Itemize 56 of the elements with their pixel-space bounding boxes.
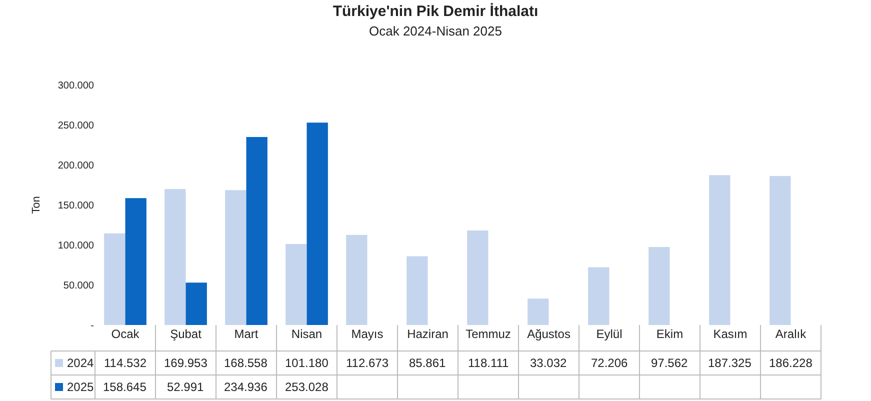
bar xyxy=(406,256,428,325)
y-tick-label: 200.000 xyxy=(58,160,94,172)
data-label: 112.673 xyxy=(346,356,389,370)
bar xyxy=(225,190,246,325)
data-label: 168.558 xyxy=(224,356,268,370)
y-axis-title: Ton xyxy=(30,196,42,214)
x-tick-label: Eylül xyxy=(596,327,622,341)
data-label: 158.645 xyxy=(103,380,147,394)
x-tick-label: Ocak xyxy=(111,327,140,341)
data-label: 169.953 xyxy=(164,356,208,370)
data-label: 187.325 xyxy=(708,356,752,370)
x-tick-label: Nisan xyxy=(291,327,322,341)
bar xyxy=(588,267,610,325)
x-tick-label: Kasım xyxy=(713,327,748,341)
data-label: 85.861 xyxy=(409,356,446,370)
data-label: 97.562 xyxy=(651,356,688,370)
y-tick-label: 100.000 xyxy=(58,240,94,252)
bar xyxy=(770,176,791,325)
data-label: 118.111 xyxy=(468,356,510,370)
bar xyxy=(528,298,549,325)
chart-subtitle: Ocak 2024-Nisan 2025 xyxy=(369,24,502,39)
x-tick-label: Aralık xyxy=(775,327,808,341)
x-tick-label: Haziran xyxy=(407,327,448,341)
legend-label: 2024 xyxy=(67,356,94,370)
data-label: 114.532 xyxy=(104,356,147,370)
x-tick-label: Ağustos xyxy=(527,327,570,341)
bar xyxy=(467,230,488,325)
data-label: 234.936 xyxy=(224,380,268,394)
bar xyxy=(286,244,307,325)
data-label: 33.032 xyxy=(530,356,568,370)
bar xyxy=(125,198,146,325)
y-tick-label: 150.000 xyxy=(58,200,94,212)
bar xyxy=(186,282,207,325)
x-tick-label: Mayıs xyxy=(351,327,384,341)
y-tick-label: 250.000 xyxy=(58,120,94,132)
y-tick-label: - xyxy=(90,320,94,332)
chart-title: Türkiye'nin Pik Demir İthalatı xyxy=(332,3,538,20)
y-tick-label: 300.000 xyxy=(58,80,94,92)
data-label: 253.028 xyxy=(285,380,329,394)
x-tick-label: Mart xyxy=(234,327,259,341)
legend-label: 2025 xyxy=(67,380,94,394)
x-tick-label: Temmuz xyxy=(466,327,511,341)
data-label: 101.180 xyxy=(285,356,329,370)
x-tick-label: Şubat xyxy=(170,327,202,341)
data-label: 52.991 xyxy=(167,380,204,394)
bar xyxy=(648,246,670,325)
bar xyxy=(709,175,730,325)
bar xyxy=(164,189,186,325)
bar xyxy=(306,122,328,325)
bar xyxy=(104,233,126,325)
data-label: 72.206 xyxy=(591,356,628,370)
bar xyxy=(346,234,368,325)
y-tick-label: 50.000 xyxy=(63,280,94,292)
data-label: 186.228 xyxy=(769,356,813,370)
x-tick-label: Ekim xyxy=(656,327,684,341)
bar xyxy=(246,137,268,325)
